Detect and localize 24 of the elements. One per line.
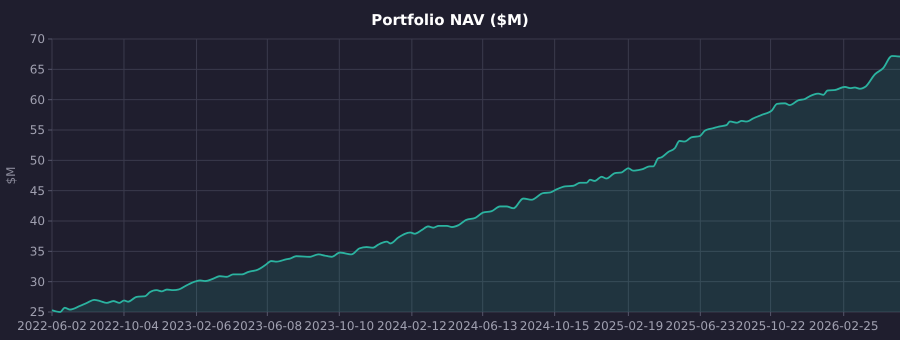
y-tick-label: 40 [30, 214, 45, 228]
y-tick-label: 55 [30, 123, 45, 138]
chart-title: Portfolio NAV ($M) [371, 11, 529, 29]
x-tick-label: 2022-10-04 [89, 319, 159, 333]
x-tick-label: 2023-02-06 [162, 319, 232, 333]
x-tick-label: 2024-10-15 [520, 319, 590, 333]
y-tick-label: 45 [30, 184, 45, 198]
x-tick-label: 2024-06-13 [448, 319, 518, 333]
y-axis-title: $M [4, 166, 18, 184]
y-tick-label: 25 [30, 305, 45, 320]
y-tick-label: 30 [30, 274, 45, 289]
y-tick-label: 50 [30, 154, 45, 168]
x-tick-label: 2022-06-02 [17, 319, 87, 333]
x-tick-label: 2026-02-25 [808, 319, 879, 333]
x-tick-label: 2024-02-12 [376, 319, 447, 333]
y-tick-label: 35 [30, 244, 45, 259]
x-tick-label: 2023-10-10 [304, 319, 374, 333]
x-tick-label: 2025-02-19 [593, 319, 664, 333]
x-tick-label: 2025-06-23 [665, 319, 736, 333]
y-tick-label: 65 [30, 62, 45, 77]
x-tick-label: 2025-10-22 [736, 319, 806, 333]
x-tick-label: 2023-06-08 [232, 319, 302, 333]
y-tick-label: 60 [30, 92, 45, 107]
y-tick-label: 70 [30, 32, 45, 46]
